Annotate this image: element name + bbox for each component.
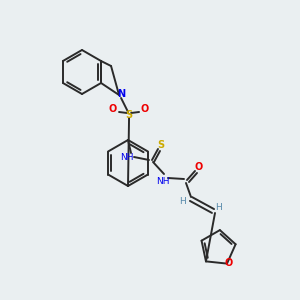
- Text: NH: NH: [156, 176, 170, 185]
- Text: O: O: [141, 104, 149, 114]
- Text: O: O: [225, 258, 233, 268]
- Text: H: H: [216, 203, 222, 212]
- Text: S: S: [125, 110, 133, 120]
- Text: NH: NH: [120, 154, 134, 163]
- Text: S: S: [158, 140, 165, 150]
- Text: N: N: [117, 89, 125, 99]
- Text: H: H: [180, 197, 186, 206]
- Text: O: O: [195, 162, 203, 172]
- Text: O: O: [109, 104, 117, 114]
